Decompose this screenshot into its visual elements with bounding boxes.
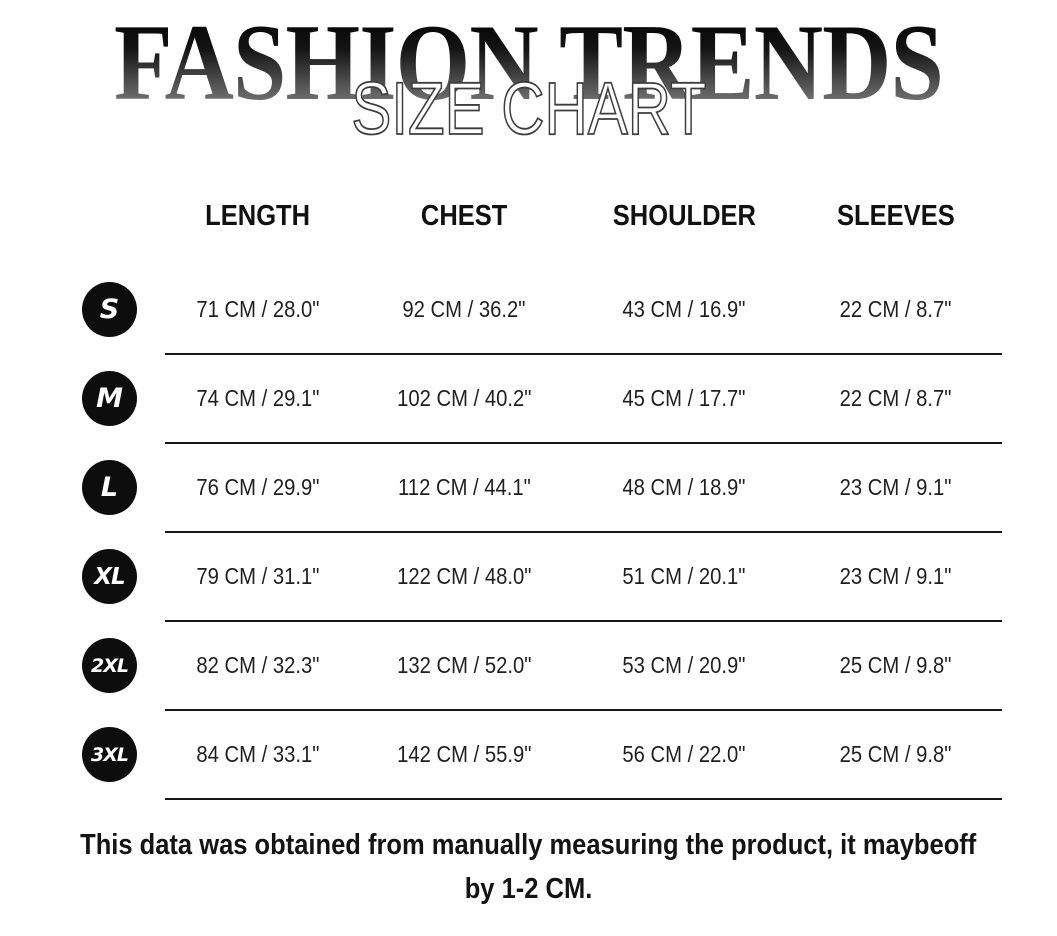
length-value-text: 84 CM / 33.1" [195,741,320,767]
disclaimer-line2: by 1-2 CM. [0,867,1057,911]
column-header-shoulder: SHOULDER [578,200,790,233]
table-row-s: S 71 CM / 28.0" 92 CM / 36.2" 43 CM / 16… [0,265,1057,355]
disclaimer-line2-text: by 1-2 CM. [464,873,593,905]
chest-value-text: 102 CM / 40.2" [396,385,532,411]
column-header-sleeves: SLEEVES [790,200,1002,233]
column-header-shoulder-label: SHOULDER [612,199,756,232]
column-header-chest: CHEST [350,200,578,233]
chest-value: 92 CM / 36.2" [350,296,578,323]
table-row-2xl: 2XL 82 CM / 32.3" 132 CM / 52.0" 53 CM /… [0,621,1057,711]
size-badge-label: M [96,383,123,414]
chest-value: 112 CM / 44.1" [350,474,578,501]
size-badge-s: S [82,282,137,337]
length-value: 79 CM / 31.1" [165,563,350,590]
chest-value: 142 CM / 55.9" [350,741,578,768]
size-badge-cell: XL [0,549,165,604]
chest-value-text: 122 CM / 48.0" [396,563,532,589]
sleeves-value-text: 25 CM / 9.8" [840,741,952,767]
size-badge-m: M [82,371,137,426]
chest-value: 102 CM / 40.2" [350,385,578,412]
sleeves-value-text: 25 CM / 9.8" [840,652,952,678]
size-badge-cell: 3XL [0,727,165,782]
column-header-chest-label: CHEST [420,199,508,232]
sleeves-value: 25 CM / 9.8" [790,652,1002,679]
length-value: 82 CM / 32.3" [165,652,350,679]
shoulder-value-text: 53 CM / 20.9" [622,652,746,678]
sleeves-value-text: 22 CM / 8.7" [840,385,952,411]
disclaimer-line1: This data was obtained from manually mea… [0,823,1057,867]
table-row-m: M 74 CM / 29.1" 102 CM / 40.2" 45 CM / 1… [0,354,1057,444]
table-row-l: L 76 CM / 29.9" 112 CM / 44.1" 48 CM / 1… [0,443,1057,533]
length-value: 84 CM / 33.1" [165,741,350,768]
size-badge-2xl: 2XL [82,638,137,693]
length-value-text: 74 CM / 29.1" [195,385,320,411]
size-badge-cell: L [0,460,165,515]
disclaimer-note: This data was obtained from manually mea… [0,823,1057,911]
shoulder-value: 51 CM / 20.1" [578,563,790,590]
shoulder-value-text: 51 CM / 20.1" [622,563,746,589]
sleeves-value: 25 CM / 9.8" [790,741,1002,768]
sleeves-value-text: 23 CM / 9.1" [840,563,952,589]
shoulder-value: 56 CM / 22.0" [578,741,790,768]
length-value: 71 CM / 28.0" [165,296,350,323]
chest-value-text: 112 CM / 44.1" [397,474,531,500]
shoulder-value-text: 56 CM / 22.0" [622,741,746,767]
column-header-row: LENGTH CHEST SHOULDER SLEEVES [0,190,1057,242]
size-badge-3xl: 3XL [82,727,137,782]
chest-value: 122 CM / 48.0" [350,563,578,590]
size-badge-label: 3XL [91,743,129,766]
shoulder-value-text: 48 CM / 18.9" [622,474,746,500]
chest-value: 132 CM / 52.0" [350,652,578,679]
length-value-text: 76 CM / 29.9" [195,474,320,500]
size-badge-l: L [82,460,137,515]
size-badge-label: S [99,294,120,325]
sleeves-value-text: 23 CM / 9.1" [840,474,952,500]
disclaimer-line1-text: This data was obtained from manually mea… [80,829,977,861]
brand-title: FASHION TRENDS [63,0,993,117]
chest-value-text: 142 CM / 55.9" [396,741,532,767]
chest-value-text: 92 CM / 36.2" [402,296,526,322]
shoulder-value: 53 CM / 20.9" [578,652,790,679]
sleeves-value: 22 CM / 8.7" [790,296,1002,323]
size-badge-cell: M [0,371,165,426]
length-value-text: 82 CM / 32.3" [195,652,320,678]
sleeves-value-text: 22 CM / 8.7" [840,296,952,322]
shoulder-value: 43 CM / 16.9" [578,296,790,323]
length-value: 74 CM / 29.1" [165,385,350,412]
size-badge-cell: S [0,282,165,337]
column-header-length-label: LENGTH [205,199,310,232]
sleeves-value: 23 CM / 9.1" [790,474,1002,501]
sleeves-value: 22 CM / 8.7" [790,385,1002,412]
shoulder-value-text: 43 CM / 16.9" [622,296,746,322]
size-badge-label: L [100,472,119,503]
size-badge-label: 2XL [91,654,129,677]
size-chart-overlay-title: SIZE CHART [350,67,707,150]
column-header-length: LENGTH [165,200,350,233]
shoulder-value: 45 CM / 17.7" [578,385,790,412]
table-row-3xl: 3XL 84 CM / 33.1" 142 CM / 55.9" 56 CM /… [0,710,1057,800]
chest-value-text: 132 CM / 52.0" [396,652,532,678]
title-block: FASHION TRENDS SIZE CHART [0,0,1057,162]
size-badge-cell: 2XL [0,638,165,693]
size-table: S 71 CM / 28.0" 92 CM / 36.2" 43 CM / 16… [0,265,1057,800]
size-badge-xl: XL [82,549,137,604]
length-value-text: 71 CM / 28.0" [195,296,320,322]
length-value: 76 CM / 29.9" [165,474,350,501]
length-value-text: 79 CM / 31.1" [195,563,320,589]
sleeves-value: 23 CM / 9.1" [790,563,1002,590]
shoulder-value-text: 45 CM / 17.7" [622,385,746,411]
column-header-sleeves-label: SLEEVES [837,199,955,232]
table-row-xl: XL 79 CM / 31.1" 122 CM / 48.0" 51 CM / … [0,532,1057,622]
size-badge-label: XL [94,563,125,590]
shoulder-value: 48 CM / 18.9" [578,474,790,501]
